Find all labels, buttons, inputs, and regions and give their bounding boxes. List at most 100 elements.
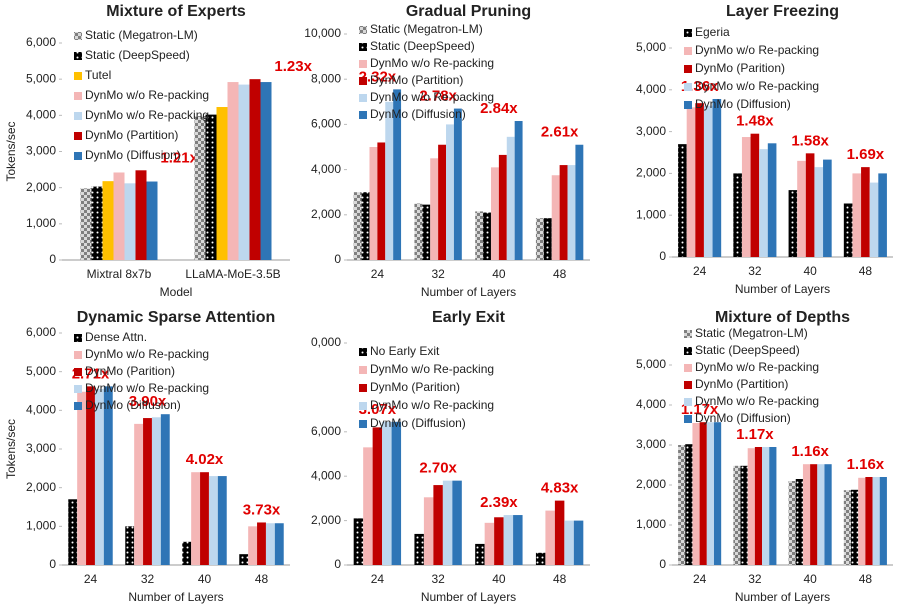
x-tick-label: 24 xyxy=(84,572,98,586)
legend-swatch xyxy=(74,92,82,100)
speedup-annotation: 2.39x xyxy=(480,494,518,511)
bar xyxy=(483,212,491,260)
legend-label: DynMo w/o Re-packing xyxy=(370,362,494,376)
bar xyxy=(564,520,574,565)
legend-label: DynMo w/o Re-packing xyxy=(85,381,209,395)
legend-swatch xyxy=(74,32,82,40)
bar xyxy=(86,386,95,565)
chart-title: Early Exit xyxy=(432,309,506,326)
speedup-annotation: 4.02x xyxy=(186,451,224,468)
legend-label: DynMo (Partition) xyxy=(85,128,178,142)
bar xyxy=(573,520,584,565)
y-tick-label: 4,000 xyxy=(311,468,341,482)
bar xyxy=(733,173,742,257)
bar xyxy=(239,554,249,565)
legend-swatch xyxy=(74,72,82,80)
y-tick-label: 2,000 xyxy=(636,477,666,491)
legend-label: Static (Megatron-LM) xyxy=(695,326,808,340)
speedup-annotation: 1.69x xyxy=(847,146,885,163)
x-tick-label: 40 xyxy=(803,572,817,586)
legend-swatch xyxy=(684,415,692,423)
bar xyxy=(382,421,392,565)
bar xyxy=(712,98,722,257)
chart-title: Mixture of Depths xyxy=(715,309,850,326)
legend-swatch xyxy=(74,112,82,120)
legend-swatch xyxy=(359,43,367,51)
y-tick-label: 2,000 xyxy=(26,180,56,194)
bar xyxy=(94,389,104,565)
bar xyxy=(767,143,777,257)
bar xyxy=(182,541,192,565)
y-tick-label: 2,000 xyxy=(311,513,341,527)
bar xyxy=(852,173,862,257)
bar xyxy=(438,144,447,260)
bar xyxy=(713,422,722,565)
bar xyxy=(567,165,576,260)
bar xyxy=(513,515,523,565)
bar xyxy=(865,477,873,565)
legend-label: Static (Megatron-LM) xyxy=(85,28,198,42)
y-tick-label: 0 xyxy=(334,557,341,571)
legend-swatch xyxy=(74,334,82,342)
bar xyxy=(490,167,499,260)
x-tick-label: LLaMA-MoE-3.5B xyxy=(185,267,280,281)
bar xyxy=(134,423,144,565)
legend-label: DynMo (Diffusion) xyxy=(85,148,181,162)
x-axis-label: Number of Layers xyxy=(421,285,516,299)
bar xyxy=(353,518,364,565)
legend-label: DynMo w/o Re-packing xyxy=(85,347,209,361)
y-tick-label: 6,000 xyxy=(311,424,341,438)
legend-label: DynMo w/o Re-packing xyxy=(370,398,494,412)
speedup-annotation: 2.78x xyxy=(419,88,457,105)
legend-label: DynMo (Parition) xyxy=(85,364,175,378)
y-tick-label: 1,000 xyxy=(26,216,56,230)
bar xyxy=(369,147,378,260)
y-tick-label: 0 xyxy=(659,249,666,263)
x-axis-label: Number of Layers xyxy=(735,282,830,296)
bar xyxy=(227,82,239,260)
bar xyxy=(260,82,272,260)
y-tick-label: 4,000 xyxy=(311,162,341,176)
legend-label: DynMo w/o Re-packing xyxy=(370,90,494,104)
y-tick-label: 6,000 xyxy=(26,325,56,339)
legend-swatch xyxy=(74,368,82,376)
chart-title: Layer Freezing xyxy=(726,3,839,20)
speedup-annotation: 1.17x xyxy=(736,426,774,443)
y-tick-label: 4,000 xyxy=(26,403,56,417)
bar xyxy=(869,182,879,257)
y-axis-label: Tokens/sec xyxy=(4,121,18,181)
y-tick-label: 2,000 xyxy=(311,207,341,221)
bar xyxy=(385,101,394,260)
bar xyxy=(257,522,266,565)
bar xyxy=(216,107,228,260)
bar xyxy=(430,158,439,260)
x-tick-label: 24 xyxy=(693,572,707,586)
bar xyxy=(733,465,741,565)
bar xyxy=(843,490,852,565)
bar xyxy=(769,447,777,565)
legend-swatch xyxy=(684,364,692,372)
bar xyxy=(559,165,568,260)
bar xyxy=(692,423,700,565)
bar xyxy=(205,114,217,260)
legend-label: DynMo w/o Re-packing xyxy=(695,360,819,374)
bar xyxy=(575,144,584,260)
bar xyxy=(393,89,402,261)
speedup-annotation: 1.48x xyxy=(736,113,774,130)
x-axis-label: Number of Layers xyxy=(421,590,516,604)
speedup-annotation: 2.84x xyxy=(480,100,518,117)
bar xyxy=(754,447,763,565)
y-tick-label: 0 xyxy=(659,557,666,571)
bar xyxy=(484,522,495,565)
bar xyxy=(442,480,453,565)
legend-swatch xyxy=(74,52,82,60)
y-tick-label: 1,000 xyxy=(636,207,666,221)
bar xyxy=(805,153,815,257)
bar xyxy=(91,186,103,260)
legend-swatch xyxy=(359,384,367,392)
y-tick-label: 0 xyxy=(49,557,56,571)
y-axis-label: Tokens/sec xyxy=(4,419,18,479)
legend-label: Static (DeepSpeed) xyxy=(85,48,190,62)
bar xyxy=(423,497,434,565)
